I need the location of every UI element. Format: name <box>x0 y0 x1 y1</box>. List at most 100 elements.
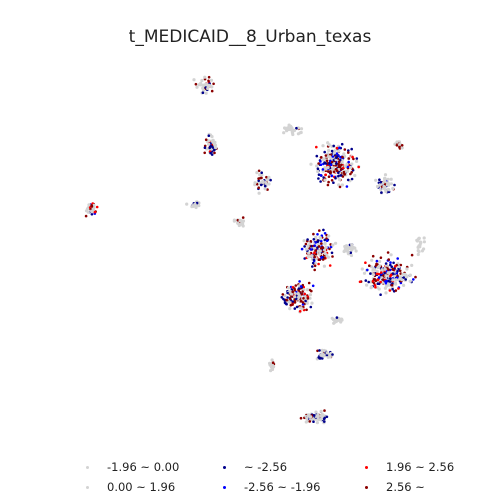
map-point <box>330 149 334 153</box>
map-point <box>338 165 342 169</box>
map-point <box>293 287 296 290</box>
map-point <box>335 146 339 150</box>
map-point <box>208 146 211 150</box>
map-point <box>350 177 354 181</box>
map-point <box>331 353 334 356</box>
map-point <box>400 146 404 150</box>
map-point <box>322 157 326 161</box>
legend-label: 0.00 ~ 1.96 <box>107 480 176 494</box>
map-point <box>313 261 317 265</box>
map-point <box>297 287 301 290</box>
map-point <box>389 177 393 181</box>
map-point <box>269 369 273 373</box>
map-point <box>330 179 334 182</box>
map-point <box>319 163 323 166</box>
map-point <box>335 316 339 319</box>
map-point <box>349 253 354 258</box>
map-point <box>391 278 395 282</box>
map-point <box>319 414 323 418</box>
map-point <box>391 287 394 291</box>
map-point <box>282 131 286 135</box>
map-point <box>332 321 336 325</box>
map-point <box>346 245 350 250</box>
map-point <box>306 238 309 241</box>
map-point <box>329 245 333 249</box>
map-point <box>312 414 316 417</box>
map-point <box>341 175 345 178</box>
map-point <box>324 154 328 157</box>
map-point <box>317 356 321 359</box>
map-point <box>323 416 327 420</box>
map-point <box>290 288 294 291</box>
map-point <box>374 279 378 283</box>
map-point <box>316 169 320 174</box>
map-point <box>287 300 291 304</box>
map-point <box>309 305 313 309</box>
map-point <box>90 209 94 213</box>
map-point <box>323 150 327 154</box>
map-point <box>417 236 421 240</box>
map-point <box>86 210 90 214</box>
map-point <box>343 148 347 151</box>
map-point <box>392 261 395 265</box>
map-point <box>364 279 368 282</box>
legend-item: 2.56 ~ <box>365 480 425 494</box>
map-point <box>332 181 335 184</box>
map-point <box>385 183 390 187</box>
map-point <box>281 293 285 296</box>
map-point <box>305 308 308 312</box>
map-point <box>263 184 267 188</box>
map-point <box>193 202 197 206</box>
map-point <box>317 245 321 248</box>
map-point <box>345 185 349 188</box>
map-point <box>257 177 260 180</box>
map-point <box>390 265 394 269</box>
map-point <box>315 145 318 149</box>
map-point <box>328 161 331 165</box>
map-point <box>396 270 399 273</box>
map-point <box>286 291 289 295</box>
map-point <box>395 144 399 147</box>
map-point <box>314 410 318 414</box>
map-point <box>269 365 274 369</box>
map-point <box>267 182 271 186</box>
map-point <box>293 292 297 296</box>
map-point <box>367 280 371 284</box>
map-point <box>238 218 242 222</box>
map-point <box>330 316 334 320</box>
map-point <box>320 156 323 159</box>
map-point <box>398 145 401 149</box>
map-point <box>379 293 382 297</box>
map-point <box>377 272 381 276</box>
legend-swatch <box>223 465 226 469</box>
map-point <box>400 278 404 282</box>
map-point <box>309 162 313 166</box>
map-point <box>291 290 295 294</box>
map-point <box>309 248 313 251</box>
map-point <box>380 191 383 194</box>
map-point <box>87 203 91 207</box>
map-point <box>315 164 319 168</box>
map-point <box>282 297 285 301</box>
map-point <box>369 265 373 269</box>
map-point <box>319 160 322 163</box>
map-point <box>314 235 318 239</box>
map-point <box>383 173 388 177</box>
map-point <box>207 139 211 143</box>
map-point <box>342 166 345 170</box>
map-point <box>378 259 382 264</box>
map-point <box>204 82 208 86</box>
map-point <box>383 271 386 275</box>
map-point <box>378 178 381 181</box>
map-point <box>343 247 347 252</box>
map-point <box>383 267 387 271</box>
map-point <box>329 171 332 174</box>
map-point <box>305 288 310 292</box>
map-point <box>84 214 88 218</box>
map-point <box>341 155 344 159</box>
map-point <box>285 298 289 302</box>
map-point <box>286 296 289 299</box>
map-point <box>300 247 304 251</box>
legend-swatch <box>365 465 368 469</box>
